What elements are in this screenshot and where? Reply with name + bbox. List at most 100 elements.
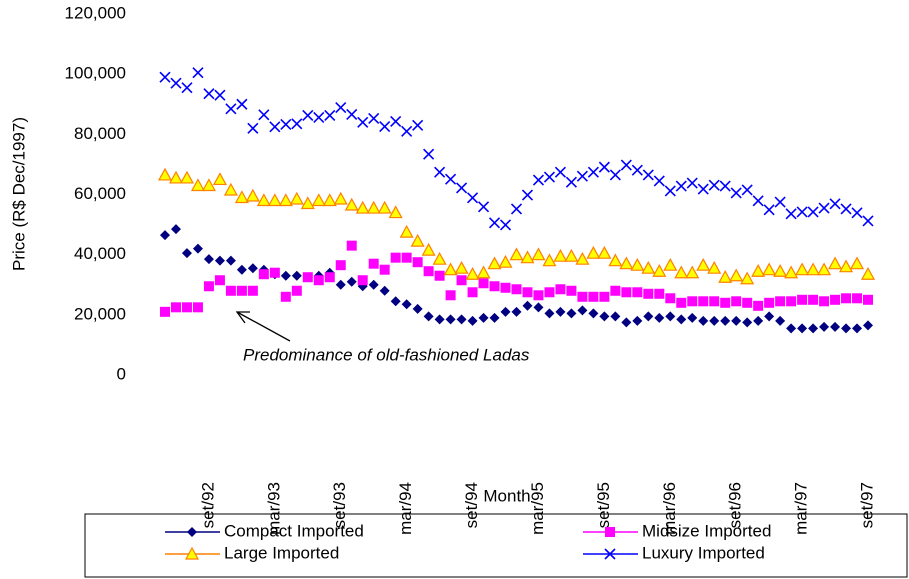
- marker-diamond: [588, 308, 599, 319]
- marker-diamond: [643, 311, 654, 322]
- marker-square: [379, 264, 390, 275]
- marker-triangle: [795, 262, 810, 276]
- marker-diamond: [291, 270, 302, 281]
- marker-diamond: [731, 315, 742, 326]
- marker-diamond: [203, 254, 214, 265]
- marker-square: [160, 306, 170, 317]
- marker-diamond: [720, 315, 731, 326]
- marker-square: [753, 300, 764, 311]
- legend-marker: [604, 548, 616, 560]
- x-tick-label: mar/95: [528, 482, 547, 535]
- marker-triangle: [278, 193, 293, 207]
- y-axis-label: Price (R$ Dec/1997): [9, 117, 28, 271]
- marker-diamond: [676, 314, 687, 325]
- marker-square: [511, 284, 522, 295]
- marker-square: [731, 296, 742, 307]
- marker-diamond: [599, 311, 610, 322]
- marker-diamond: [764, 311, 775, 322]
- marker-x: [642, 169, 654, 181]
- marker-square: [500, 282, 511, 293]
- legend-label: Midsize Imported: [642, 521, 771, 540]
- marker-diamond: [797, 323, 808, 334]
- annotation-arrow: [235, 311, 291, 342]
- marker-square: [643, 288, 654, 299]
- marker-square: [214, 275, 225, 286]
- marker-diamond: [577, 305, 588, 316]
- marker-triangle: [597, 245, 612, 259]
- marker-square: [830, 294, 841, 305]
- marker-x: [379, 120, 391, 133]
- marker-square: [291, 285, 302, 296]
- marker-diamond: [544, 308, 555, 319]
- marker-diamond: [533, 302, 544, 313]
- marker-triangle: [498, 254, 513, 268]
- marker-triangle: [564, 248, 579, 262]
- y-tick-label: 120,000: [65, 3, 126, 22]
- marker-x: [434, 166, 446, 178]
- marker-x: [829, 198, 841, 210]
- marker-diamond: [489, 312, 500, 323]
- marker-x: [181, 82, 193, 94]
- marker-square: [357, 275, 368, 286]
- marker-square: [698, 296, 709, 307]
- marker-diamond: [511, 306, 522, 317]
- legend-label: Luxury Imported: [642, 543, 765, 562]
- marker-x: [445, 173, 457, 185]
- marker-triangle: [850, 256, 865, 270]
- marker-x: [708, 179, 720, 191]
- marker-diamond: [687, 312, 698, 323]
- marker-x: [499, 219, 512, 231]
- marker-diamond: [192, 243, 203, 254]
- marker-triangle: [740, 271, 755, 285]
- marker-diamond: [819, 321, 830, 332]
- marker-square: [390, 252, 401, 263]
- marker-x: [214, 89, 226, 101]
- marker-triangle: [311, 193, 326, 207]
- marker-triangle: [256, 193, 271, 207]
- marker-x: [796, 206, 808, 218]
- marker-square: [225, 285, 236, 296]
- marker-triangle: [410, 233, 425, 247]
- marker-diamond: [181, 248, 192, 259]
- marker-triangle: [289, 191, 304, 205]
- marker-x: [324, 109, 336, 121]
- marker-x: [576, 170, 588, 182]
- x-tick-label: set/96: [726, 482, 745, 528]
- marker-diamond: [445, 314, 456, 325]
- marker-x: [236, 98, 248, 110]
- marker-diamond: [423, 311, 434, 322]
- legend-label: Large Imported: [224, 543, 339, 562]
- marker-x: [675, 180, 687, 192]
- marker-x: [807, 206, 819, 218]
- marker-diamond: [335, 279, 346, 290]
- marker-triangle: [553, 248, 568, 262]
- marker-diamond: [863, 320, 873, 331]
- marker-diamond: [434, 314, 445, 325]
- marker-diamond: [390, 296, 401, 307]
- y-tick-label: 20,000: [74, 304, 126, 323]
- marker-diamond: [698, 315, 709, 326]
- marker-triangle: [619, 256, 634, 270]
- marker-x: [686, 177, 698, 189]
- marker-triangle: [333, 191, 348, 205]
- marker-triangle: [663, 257, 678, 271]
- marker-square: [665, 293, 676, 304]
- marker-x: [170, 77, 182, 89]
- y-tick-label: 60,000: [74, 184, 126, 203]
- marker-square: [786, 296, 797, 307]
- marker-triangle: [520, 250, 535, 264]
- marker-x: [521, 189, 534, 201]
- x-tick-label: mar/94: [396, 482, 415, 535]
- marker-triangle: [157, 167, 173, 181]
- marker-diamond: [621, 317, 632, 328]
- marker-triangle: [212, 172, 227, 186]
- marker-triangle: [223, 182, 238, 196]
- marker-x: [653, 175, 665, 187]
- marker-x: [697, 183, 709, 195]
- marker-x: [368, 112, 380, 124]
- legend-box: [84, 513, 908, 578]
- marker-square: [247, 285, 258, 296]
- marker-square: [324, 272, 335, 283]
- marker-square: [841, 293, 852, 304]
